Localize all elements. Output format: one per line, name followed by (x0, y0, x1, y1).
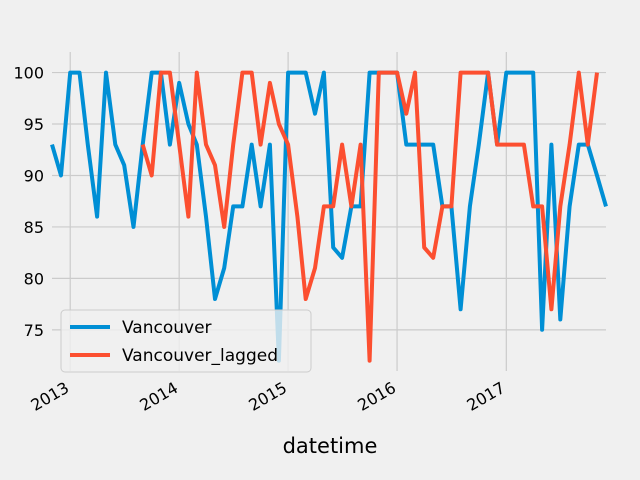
y-tick-label: 75 (24, 321, 44, 340)
series-lines (50, 70, 608, 363)
y-tick-label: 90 (24, 166, 44, 185)
y-tick-label: 80 (24, 269, 44, 288)
legend-label: Vancouver (122, 318, 212, 338)
legend-box (60, 309, 312, 373)
x-axis-label: datetime (283, 434, 378, 458)
y-tick-label: 100 (13, 64, 44, 83)
legend-label: Vancouver_lagged (122, 346, 278, 366)
y-tick-labels: 75 80 85 90 95 100 (13, 64, 44, 340)
y-tick-label: 85 (24, 218, 44, 237)
series-line-1 (140, 70, 599, 363)
series-line-0 (50, 70, 608, 363)
legend: Vancouver Vancouver_lagged (60, 309, 312, 373)
y-tick-label: 95 (24, 115, 44, 134)
